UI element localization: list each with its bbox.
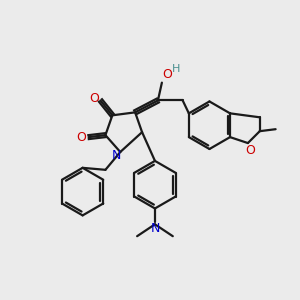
Text: O: O [90,92,100,105]
Text: H: H [172,64,180,74]
Text: N: N [150,222,160,235]
Text: N: N [112,149,121,162]
Text: O: O [162,68,172,81]
Text: O: O [77,130,87,144]
Text: O: O [245,143,255,157]
